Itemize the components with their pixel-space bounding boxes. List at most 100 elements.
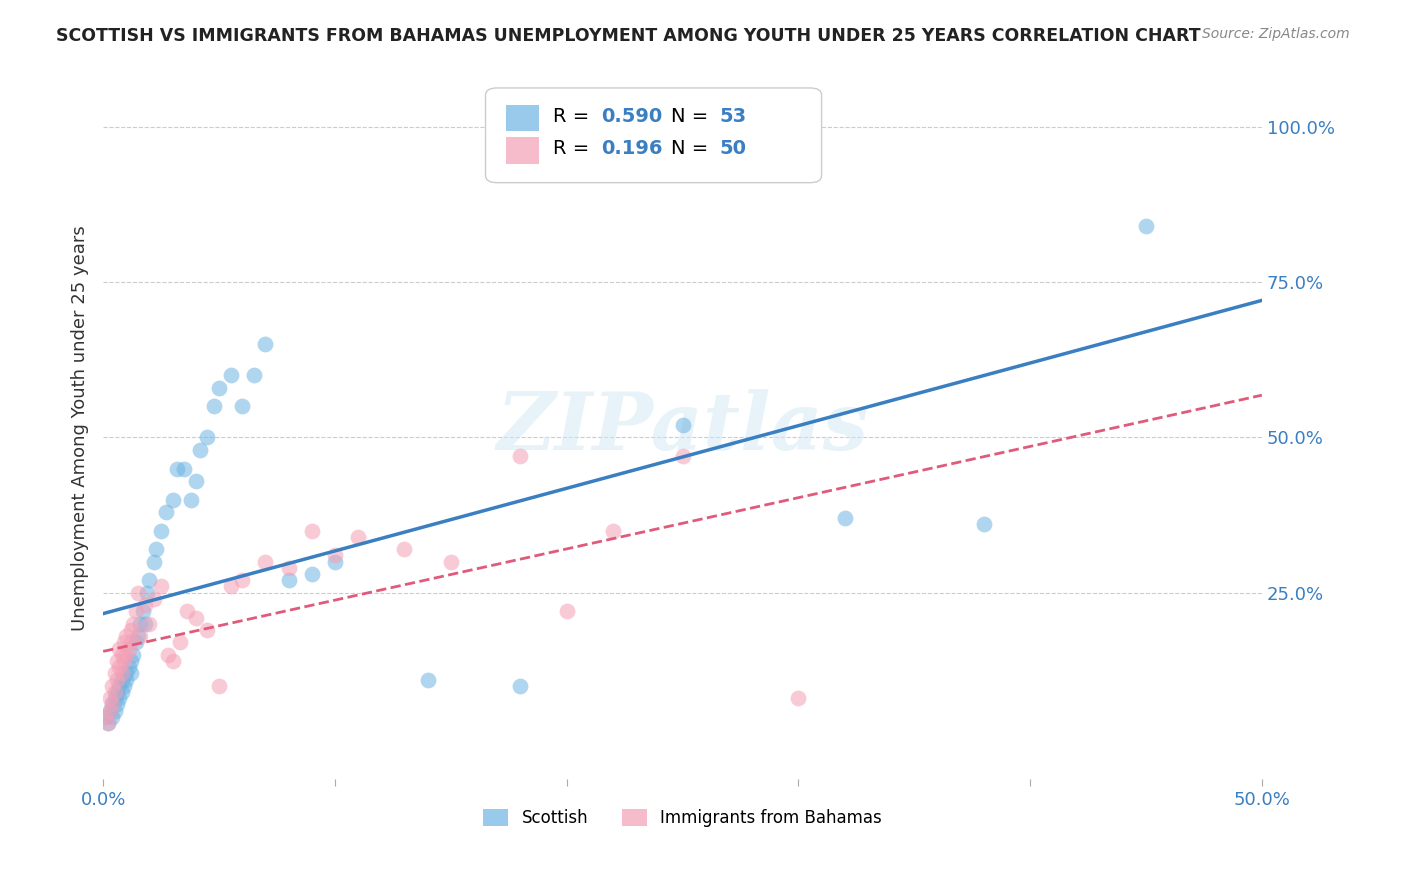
Point	[112, 679, 135, 693]
Point	[115, 648, 138, 662]
Point	[219, 368, 242, 383]
Point	[112, 635, 135, 649]
Point	[129, 629, 152, 643]
Text: SCOTTISH VS IMMIGRANTS FROM BAHAMAS UNEMPLOYMENT AMONG YOUTH UNDER 25 YEARS CORR: SCOTTISH VS IMMIGRANTS FROM BAHAMAS UNEM…	[56, 27, 1201, 45]
Point	[101, 698, 124, 712]
Point	[108, 660, 131, 674]
Point	[108, 641, 131, 656]
Point	[834, 511, 856, 525]
Point	[111, 666, 134, 681]
Point	[105, 654, 128, 668]
Legend: Scottish, Immigrants from Bahamas: Scottish, Immigrants from Bahamas	[477, 802, 889, 834]
Point	[122, 616, 145, 631]
Point	[117, 660, 139, 674]
Point	[134, 616, 156, 631]
Point	[671, 418, 693, 433]
Point	[94, 710, 117, 724]
Point	[94, 710, 117, 724]
Point	[101, 710, 124, 724]
Point	[231, 400, 253, 414]
Point	[231, 574, 253, 588]
Point	[127, 629, 149, 643]
Point	[105, 673, 128, 687]
Point	[105, 698, 128, 712]
Point	[347, 530, 370, 544]
Point	[111, 648, 134, 662]
Point	[101, 698, 124, 712]
Point	[104, 666, 127, 681]
Point	[323, 555, 346, 569]
Point	[180, 492, 202, 507]
Point	[97, 716, 120, 731]
Point	[112, 654, 135, 668]
Point	[136, 585, 159, 599]
Point	[104, 685, 127, 699]
Point	[122, 648, 145, 662]
Text: 0.196: 0.196	[602, 139, 662, 158]
Point	[323, 549, 346, 563]
Point	[254, 555, 277, 569]
Point	[277, 574, 299, 588]
Point	[166, 461, 188, 475]
FancyBboxPatch shape	[506, 137, 538, 164]
Point	[117, 641, 139, 656]
Point	[104, 691, 127, 706]
Point	[120, 666, 142, 681]
Point	[416, 673, 439, 687]
Point	[197, 430, 219, 444]
Point	[150, 524, 173, 538]
Text: 0.590: 0.590	[602, 106, 662, 126]
Point	[254, 337, 277, 351]
Point	[98, 704, 121, 718]
Point	[104, 704, 127, 718]
Point	[98, 704, 121, 718]
Point	[509, 679, 531, 693]
Point	[219, 579, 242, 593]
Text: N =: N =	[671, 106, 714, 126]
Point	[108, 691, 131, 706]
Text: 53: 53	[720, 106, 747, 126]
Point	[202, 400, 225, 414]
Point	[509, 449, 531, 463]
FancyBboxPatch shape	[485, 88, 821, 183]
Text: 50: 50	[720, 139, 747, 158]
Point	[671, 449, 693, 463]
Point	[138, 616, 160, 631]
Point	[208, 679, 231, 693]
Point	[162, 492, 184, 507]
Text: N =: N =	[671, 139, 714, 158]
Point	[184, 610, 207, 624]
Point	[105, 685, 128, 699]
Point	[127, 585, 149, 599]
Point	[97, 716, 120, 731]
Point	[138, 574, 160, 588]
Point	[145, 542, 167, 557]
Point	[108, 679, 131, 693]
Point	[120, 635, 142, 649]
Point	[134, 598, 156, 612]
Text: ZIPatlas: ZIPatlas	[496, 390, 869, 467]
FancyBboxPatch shape	[506, 104, 538, 131]
Text: R =: R =	[553, 139, 595, 158]
Text: Source: ZipAtlas.com: Source: ZipAtlas.com	[1202, 27, 1350, 41]
Point	[602, 524, 624, 538]
Point	[150, 579, 173, 593]
Point	[124, 635, 146, 649]
Point	[115, 666, 138, 681]
Point	[120, 623, 142, 637]
Point	[162, 654, 184, 668]
Point	[169, 635, 191, 649]
Point	[111, 685, 134, 699]
Point	[131, 604, 153, 618]
Text: R =: R =	[553, 106, 595, 126]
Point	[115, 673, 138, 687]
Point	[787, 691, 810, 706]
Point	[184, 474, 207, 488]
Point	[120, 654, 142, 668]
Point	[1135, 219, 1157, 234]
Point	[197, 623, 219, 637]
Point	[155, 505, 177, 519]
Point	[143, 555, 166, 569]
Point	[208, 381, 231, 395]
Point	[277, 561, 299, 575]
